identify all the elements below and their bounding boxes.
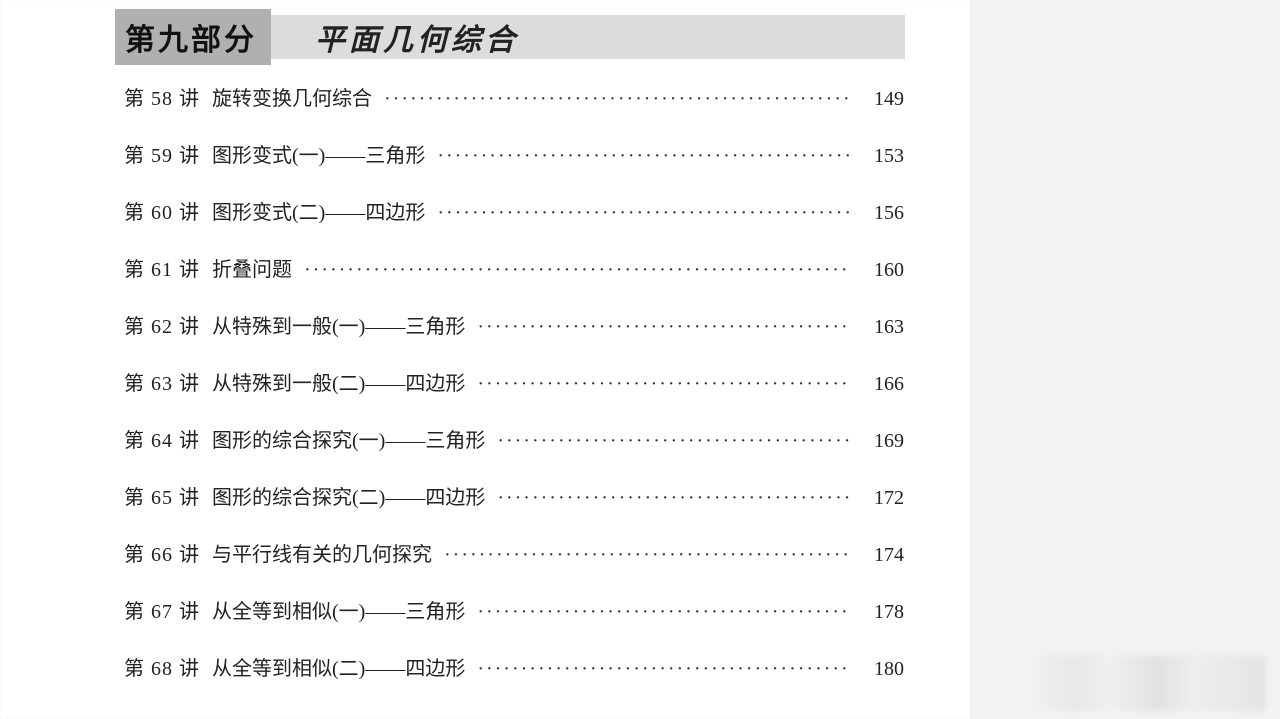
toc-title: 图形变式(一)——三角形 xyxy=(212,139,425,168)
toc-row: 第 66 讲 与平行线有关的几何探究 174 xyxy=(124,538,904,595)
toc-row: 第 65 讲 图形的综合探究(二)——四边形 172 xyxy=(124,481,904,538)
toc-page: 153 xyxy=(860,145,904,168)
toc-row: 第 60 讲 图形变式(二)——四边形 156 xyxy=(124,196,904,253)
toc-dots xyxy=(477,658,850,681)
toc-dots xyxy=(477,316,850,339)
section-number-text: 第九部分 xyxy=(125,15,257,59)
toc-title: 从特殊到一般(二)——四边形 xyxy=(212,367,465,396)
toc-title: 图形的综合探究(一)——三角形 xyxy=(212,424,485,453)
toc-title: 折叠问题 xyxy=(212,253,292,282)
toc-page: 163 xyxy=(860,316,904,339)
toc-title: 与平行线有关的几何探究 xyxy=(212,538,432,567)
toc-dots xyxy=(437,202,850,225)
section-header: 第九部分 平面几何综合 xyxy=(115,15,905,59)
toc-lesson: 第 66 讲 xyxy=(124,538,212,567)
toc-lesson: 第 59 讲 xyxy=(124,139,212,168)
page-area: 第九部分 平面几何综合 第 58 讲 旋转变换几何综合 149 第 59 讲 图… xyxy=(0,0,970,719)
toc-lesson: 第 62 讲 xyxy=(124,310,212,339)
toc-row: 第 64 讲 图形的综合探究(一)——三角形 169 xyxy=(124,424,904,481)
table-of-contents: 第 58 讲 旋转变换几何综合 149 第 59 讲 图形变式(一)——三角形 … xyxy=(124,82,904,709)
toc-dots xyxy=(444,544,850,567)
toc-page: 156 xyxy=(860,202,904,225)
toc-page: 160 xyxy=(860,259,904,282)
toc-dots xyxy=(304,259,850,282)
toc-dots xyxy=(497,487,850,510)
toc-page: 166 xyxy=(860,373,904,396)
toc-title: 图形变式(二)——四边形 xyxy=(212,196,425,225)
toc-row: 第 59 讲 图形变式(一)——三角形 153 xyxy=(124,139,904,196)
toc-dots xyxy=(384,88,850,111)
toc-row: 第 67 讲 从全等到相似(一)——三角形 178 xyxy=(124,595,904,652)
toc-row: 第 58 讲 旋转变换几何综合 149 xyxy=(124,82,904,139)
toc-page: 172 xyxy=(860,487,904,510)
toc-page: 180 xyxy=(860,658,904,681)
toc-lesson: 第 65 讲 xyxy=(124,481,212,510)
section-title: 平面几何综合 xyxy=(315,15,519,59)
toc-lesson: 第 61 讲 xyxy=(124,253,212,282)
toc-lesson: 第 58 讲 xyxy=(124,82,212,111)
toc-dots xyxy=(437,145,850,168)
toc-dots xyxy=(497,430,850,453)
toc-title: 旋转变换几何综合 xyxy=(212,82,372,111)
toc-row: 第 61 讲 折叠问题 160 xyxy=(124,253,904,310)
toc-row: 第 63 讲 从特殊到一般(二)——四边形 166 xyxy=(124,367,904,424)
toc-page: 149 xyxy=(860,88,904,111)
toc-title: 从全等到相似(一)——三角形 xyxy=(212,595,465,624)
watermark-blur xyxy=(1026,655,1266,711)
toc-lesson: 第 64 讲 xyxy=(124,424,212,453)
toc-page: 174 xyxy=(860,544,904,567)
toc-row: 第 68 讲 从全等到相似(二)——四边形 180 xyxy=(124,652,904,709)
toc-title: 从全等到相似(二)——四边形 xyxy=(212,652,465,681)
toc-lesson: 第 63 讲 xyxy=(124,367,212,396)
toc-row: 第 62 讲 从特殊到一般(一)——三角形 163 xyxy=(124,310,904,367)
toc-page: 178 xyxy=(860,601,904,624)
toc-title: 从特殊到一般(一)——三角形 xyxy=(212,310,465,339)
toc-dots xyxy=(477,601,850,624)
section-number-tab: 第九部分 xyxy=(115,9,271,65)
toc-dots xyxy=(477,373,850,396)
toc-page: 169 xyxy=(860,430,904,453)
toc-title: 图形的综合探究(二)——四边形 xyxy=(212,481,485,510)
toc-lesson: 第 60 讲 xyxy=(124,196,212,225)
toc-lesson: 第 67 讲 xyxy=(124,595,212,624)
toc-lesson: 第 68 讲 xyxy=(124,652,212,681)
